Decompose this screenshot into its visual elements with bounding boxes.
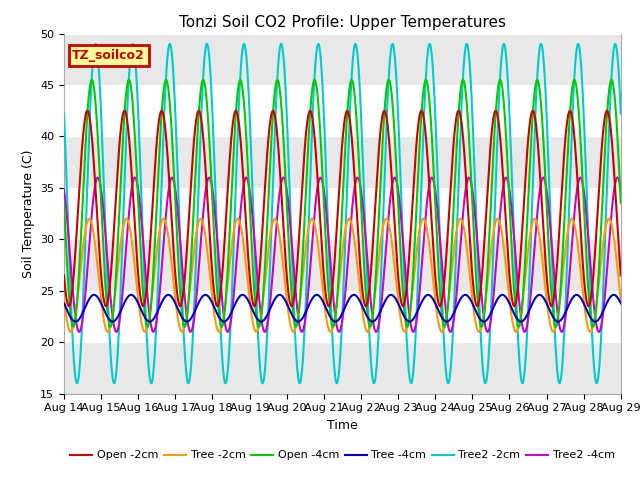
Tree2 -2cm [246, 123, 254, 129]
Tree -4cm [170, 298, 178, 304]
Tree2 -2cm [502, 55, 510, 60]
Tree2 -2cm [60, 111, 68, 117]
Tree2 -4cm [617, 187, 625, 192]
Open -4cm [617, 201, 625, 206]
Tree -2cm [552, 325, 559, 331]
Open -2cm [617, 273, 625, 278]
Open -2cm [502, 227, 510, 232]
Tree -2cm [617, 297, 625, 302]
Line: Tree -2cm: Tree -2cm [64, 219, 621, 332]
Tree2 -4cm [429, 178, 437, 183]
Tree2 -2cm [170, 87, 178, 93]
Tree -4cm [480, 319, 488, 324]
Tree2 -4cm [502, 175, 510, 180]
Y-axis label: Soil Temperature (C): Soil Temperature (C) [22, 149, 35, 278]
Tree -2cm [502, 267, 510, 273]
Bar [64, 136, 621, 188]
Tree2 -2cm [407, 381, 415, 386]
Open -4cm [502, 131, 509, 136]
Bar [64, 240, 621, 291]
Tree -2cm [184, 304, 191, 310]
Tree2 -2cm [429, 76, 437, 82]
Open -2cm [184, 232, 191, 238]
Open -2cm [344, 108, 351, 114]
Open -4cm [70, 324, 77, 330]
Tree -4cm [60, 300, 68, 306]
Tree2 -2cm [617, 111, 625, 117]
Bar [64, 34, 621, 85]
Open -4cm [607, 77, 615, 83]
Tree2 -2cm [388, 41, 396, 47]
Open -4cm [551, 323, 559, 328]
Bar [64, 85, 621, 136]
Tree -4cm [617, 300, 625, 306]
Tree2 -4cm [60, 187, 68, 192]
Tree2 -4cm [184, 321, 191, 326]
Tree2 -4cm [552, 288, 559, 294]
Tree2 -4cm [246, 194, 254, 200]
Bar [64, 291, 621, 342]
Open -4cm [184, 302, 192, 308]
Title: Tonzi Soil CO2 Profile: Upper Temperatures: Tonzi Soil CO2 Profile: Upper Temperatur… [179, 15, 506, 30]
Bar [64, 188, 621, 240]
Tree2 -4cm [170, 180, 178, 186]
Bar [64, 342, 621, 394]
Open -2cm [60, 273, 68, 278]
Line: Tree2 -4cm: Tree2 -4cm [64, 178, 621, 332]
Tree2 -2cm [184, 380, 191, 385]
Open -4cm [171, 186, 179, 192]
Tree -4cm [499, 292, 506, 298]
Tree2 -4cm [243, 175, 250, 180]
Tree -4cm [429, 296, 436, 301]
Tree -2cm [429, 281, 437, 287]
Open -4cm [60, 201, 68, 206]
Tree2 -2cm [552, 340, 559, 346]
Legend: Open -2cm, Tree -2cm, Open -4cm, Tree -4cm, Tree2 -2cm, Tree2 -4cm: Open -2cm, Tree -2cm, Open -4cm, Tree -4… [66, 446, 619, 465]
Open -4cm [429, 158, 437, 164]
Tree2 -4cm [261, 329, 269, 335]
Open -2cm [552, 281, 559, 287]
Tree -2cm [60, 297, 68, 302]
Tree -2cm [234, 216, 241, 222]
Open -2cm [246, 278, 254, 284]
Line: Tree2 -2cm: Tree2 -2cm [64, 44, 621, 384]
Tree -4cm [502, 295, 510, 300]
Tree -4cm [184, 319, 191, 324]
Line: Open -2cm: Open -2cm [64, 111, 621, 306]
Open -2cm [325, 303, 333, 309]
Open -2cm [170, 258, 178, 264]
Tree -4cm [246, 301, 254, 307]
Tree -2cm [247, 307, 255, 313]
Open -2cm [429, 250, 437, 256]
Line: Open -4cm: Open -4cm [64, 80, 621, 327]
Open -4cm [246, 219, 254, 225]
Tree -4cm [552, 317, 559, 323]
Tree -2cm [215, 329, 223, 335]
Tree -2cm [170, 287, 178, 292]
Text: TZ_soilco2: TZ_soilco2 [72, 49, 145, 62]
X-axis label: Time: Time [327, 419, 358, 432]
Line: Tree -4cm: Tree -4cm [64, 295, 621, 322]
